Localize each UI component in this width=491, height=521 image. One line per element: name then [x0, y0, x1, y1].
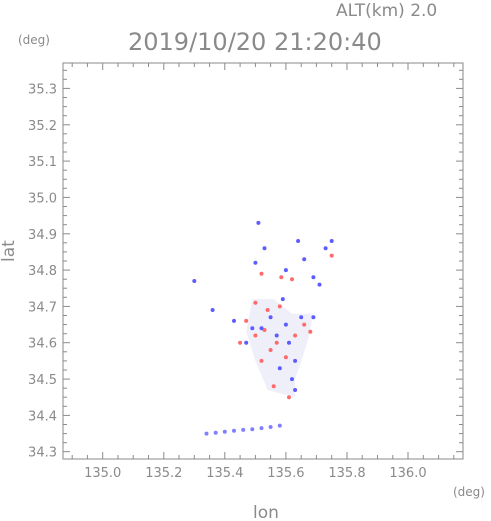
- data-point: [262, 328, 267, 332]
- faint-coverage-area: [246, 299, 314, 398]
- y-tick-label: 35.3: [28, 82, 57, 97]
- data-point: [204, 431, 209, 436]
- data-point: [302, 257, 307, 262]
- x-tick-label: 136.0: [389, 466, 426, 481]
- data-point: [253, 300, 258, 305]
- altitude-label: ALT(km) 2.0: [336, 1, 437, 21]
- y-tick-label: 35.1: [28, 155, 57, 170]
- data-point: [192, 279, 197, 283]
- data-point: [283, 322, 288, 327]
- data-point: [277, 423, 282, 428]
- data-point: [283, 355, 288, 360]
- data-point: [329, 239, 334, 243]
- data-point: [279, 275, 284, 280]
- data-point: [232, 428, 236, 433]
- x-tick-label: 135.0: [84, 466, 121, 481]
- data-point: [293, 333, 298, 338]
- data-point: [259, 426, 264, 431]
- data-point: [277, 366, 282, 371]
- axis-ticks: 135.0 135.2 135.4 135.6 135.8 136.0 34.3 34.4 34…: [28, 63, 463, 481]
- x-axis-label: lon: [253, 503, 279, 521]
- data-point: [268, 315, 273, 320]
- data-point: [296, 239, 301, 243]
- data-point: [253, 333, 258, 338]
- y-tick-label: 34.7: [28, 300, 57, 315]
- data-point: [256, 220, 261, 225]
- data-point: [308, 329, 313, 334]
- data-point: [274, 340, 279, 345]
- data-point: [274, 333, 279, 338]
- data-point: [259, 358, 264, 363]
- data-point: [244, 340, 249, 345]
- y-tick-label: 34.4: [28, 409, 57, 424]
- data-point: [250, 427, 255, 432]
- data-point: [265, 308, 270, 312]
- data-point: [283, 268, 288, 273]
- x-tick-label: 135.2: [145, 466, 182, 481]
- y-tick-label: 34.5: [28, 373, 57, 388]
- data-point: [299, 315, 304, 320]
- data-point: [271, 384, 276, 389]
- y-tick-label: 35.2: [28, 119, 57, 134]
- data-point: [262, 246, 267, 251]
- data-point: [280, 297, 285, 302]
- plot-frame: [62, 62, 464, 460]
- data-point: [311, 275, 316, 280]
- data-point: [323, 246, 328, 251]
- data-point: [302, 322, 307, 327]
- data-point: [250, 326, 255, 331]
- y-tick-label: 35.0: [28, 191, 57, 206]
- data-point: [232, 318, 236, 323]
- data-point: [290, 377, 294, 382]
- x-tick-label: 135.4: [206, 466, 243, 481]
- data-point: [268, 348, 273, 352]
- data-point: [287, 395, 291, 400]
- data-point: [210, 308, 215, 312]
- data-point: [293, 358, 298, 363]
- data-point: [238, 340, 243, 345]
- data-point: [259, 326, 264, 331]
- x-tick-label: 135.8: [328, 466, 365, 481]
- data-point: [213, 430, 218, 435]
- y-tick-label: 34.9: [28, 228, 57, 243]
- chart-title: 2019/10/20 21:20:40: [128, 28, 382, 56]
- data-point: [241, 427, 246, 432]
- y-tick-label: 34.8: [28, 264, 57, 279]
- data-point: [290, 277, 294, 282]
- x-unit-label: (deg): [453, 485, 485, 499]
- y-axis-label: lat: [0, 240, 19, 262]
- data-point: [317, 282, 322, 287]
- data-point: [277, 304, 282, 309]
- data-point: [293, 388, 298, 392]
- data-point: [287, 340, 291, 345]
- y-unit-label: (deg): [18, 33, 50, 47]
- coverage-region: [246, 299, 314, 398]
- y-tick-label: 34.3: [28, 446, 57, 461]
- data-point: [311, 315, 316, 320]
- data-point: [259, 271, 264, 276]
- y-tick-label: 34.6: [28, 337, 57, 352]
- x-tick-label: 135.6: [267, 466, 304, 481]
- data-point: [222, 429, 227, 434]
- data-point: [329, 253, 334, 258]
- data-point: [253, 260, 258, 265]
- data-points: [192, 220, 334, 436]
- data-point: [244, 318, 249, 323]
- data-point: [268, 425, 273, 429]
